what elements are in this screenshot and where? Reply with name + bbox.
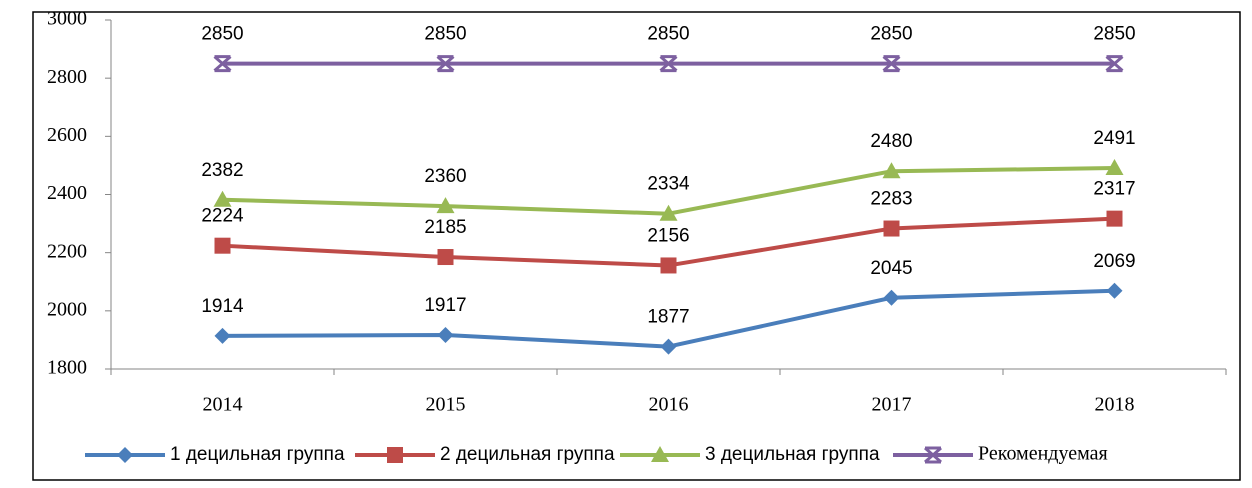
y-tick-label: 2400: [47, 182, 87, 204]
data-label: 1914: [201, 296, 244, 317]
marker: [213, 55, 232, 73]
data-label: 2850: [1093, 24, 1135, 45]
marker: [651, 446, 669, 462]
data-label: 2850: [201, 24, 243, 45]
legend-label: 1 децильная группа: [170, 444, 345, 465]
marker: [883, 220, 900, 237]
legend-label: Рекомендуемая: [978, 443, 1108, 465]
marker: [882, 55, 901, 73]
marker: [659, 55, 678, 73]
data-label: 2360: [424, 166, 466, 187]
data-label: 1917: [424, 295, 466, 316]
marker: [883, 289, 900, 306]
data-label: 2069: [1093, 251, 1135, 272]
marker: [117, 447, 133, 463]
marker: [437, 249, 454, 266]
data-label: 2045: [870, 258, 912, 279]
data-label: 2334: [647, 174, 690, 195]
y-tick-label: 2600: [47, 124, 87, 146]
x-tick-label: 2018: [1095, 394, 1135, 416]
data-label: 2185: [424, 217, 466, 238]
x-tick-label: 2016: [649, 394, 689, 416]
x-tick-label: 2014: [203, 394, 243, 416]
marker: [924, 446, 942, 464]
data-label: 2156: [647, 225, 689, 246]
y-tick-label: 2200: [47, 240, 87, 262]
marker: [437, 326, 454, 343]
marker: [436, 55, 455, 73]
marker: [660, 338, 677, 355]
data-label: 2850: [647, 24, 689, 45]
marker: [1105, 159, 1124, 176]
data-label: 2480: [870, 131, 912, 152]
x-tick-label: 2017: [872, 394, 912, 416]
marker: [214, 327, 231, 344]
data-label: 1877: [647, 307, 689, 328]
marker: [214, 237, 231, 254]
marker: [882, 162, 901, 179]
y-tick-label: 2800: [47, 66, 87, 88]
data-label: 2850: [424, 24, 466, 45]
data-label: 2850: [870, 24, 912, 45]
y-tick-label: 1800: [47, 357, 87, 379]
marker: [436, 197, 455, 214]
marker: [660, 257, 677, 274]
y-tick-label: 3000: [47, 8, 87, 30]
y-tick-label: 2000: [47, 298, 87, 320]
data-label: 2382: [201, 160, 243, 181]
data-label: 2224: [201, 206, 244, 227]
legend-label: 2 децильная группа: [440, 444, 615, 465]
data-label: 2317: [1093, 179, 1135, 200]
marker: [1106, 210, 1123, 227]
marker: [213, 190, 232, 207]
legend-label: 3 децильная группа: [705, 444, 880, 465]
marker: [1105, 55, 1124, 73]
marker: [1106, 282, 1123, 299]
marker: [387, 447, 403, 463]
marker: [659, 204, 678, 221]
x-tick-label: 2015: [426, 394, 466, 416]
data-label: 2283: [870, 189, 912, 210]
data-label: 2491: [1093, 128, 1135, 149]
